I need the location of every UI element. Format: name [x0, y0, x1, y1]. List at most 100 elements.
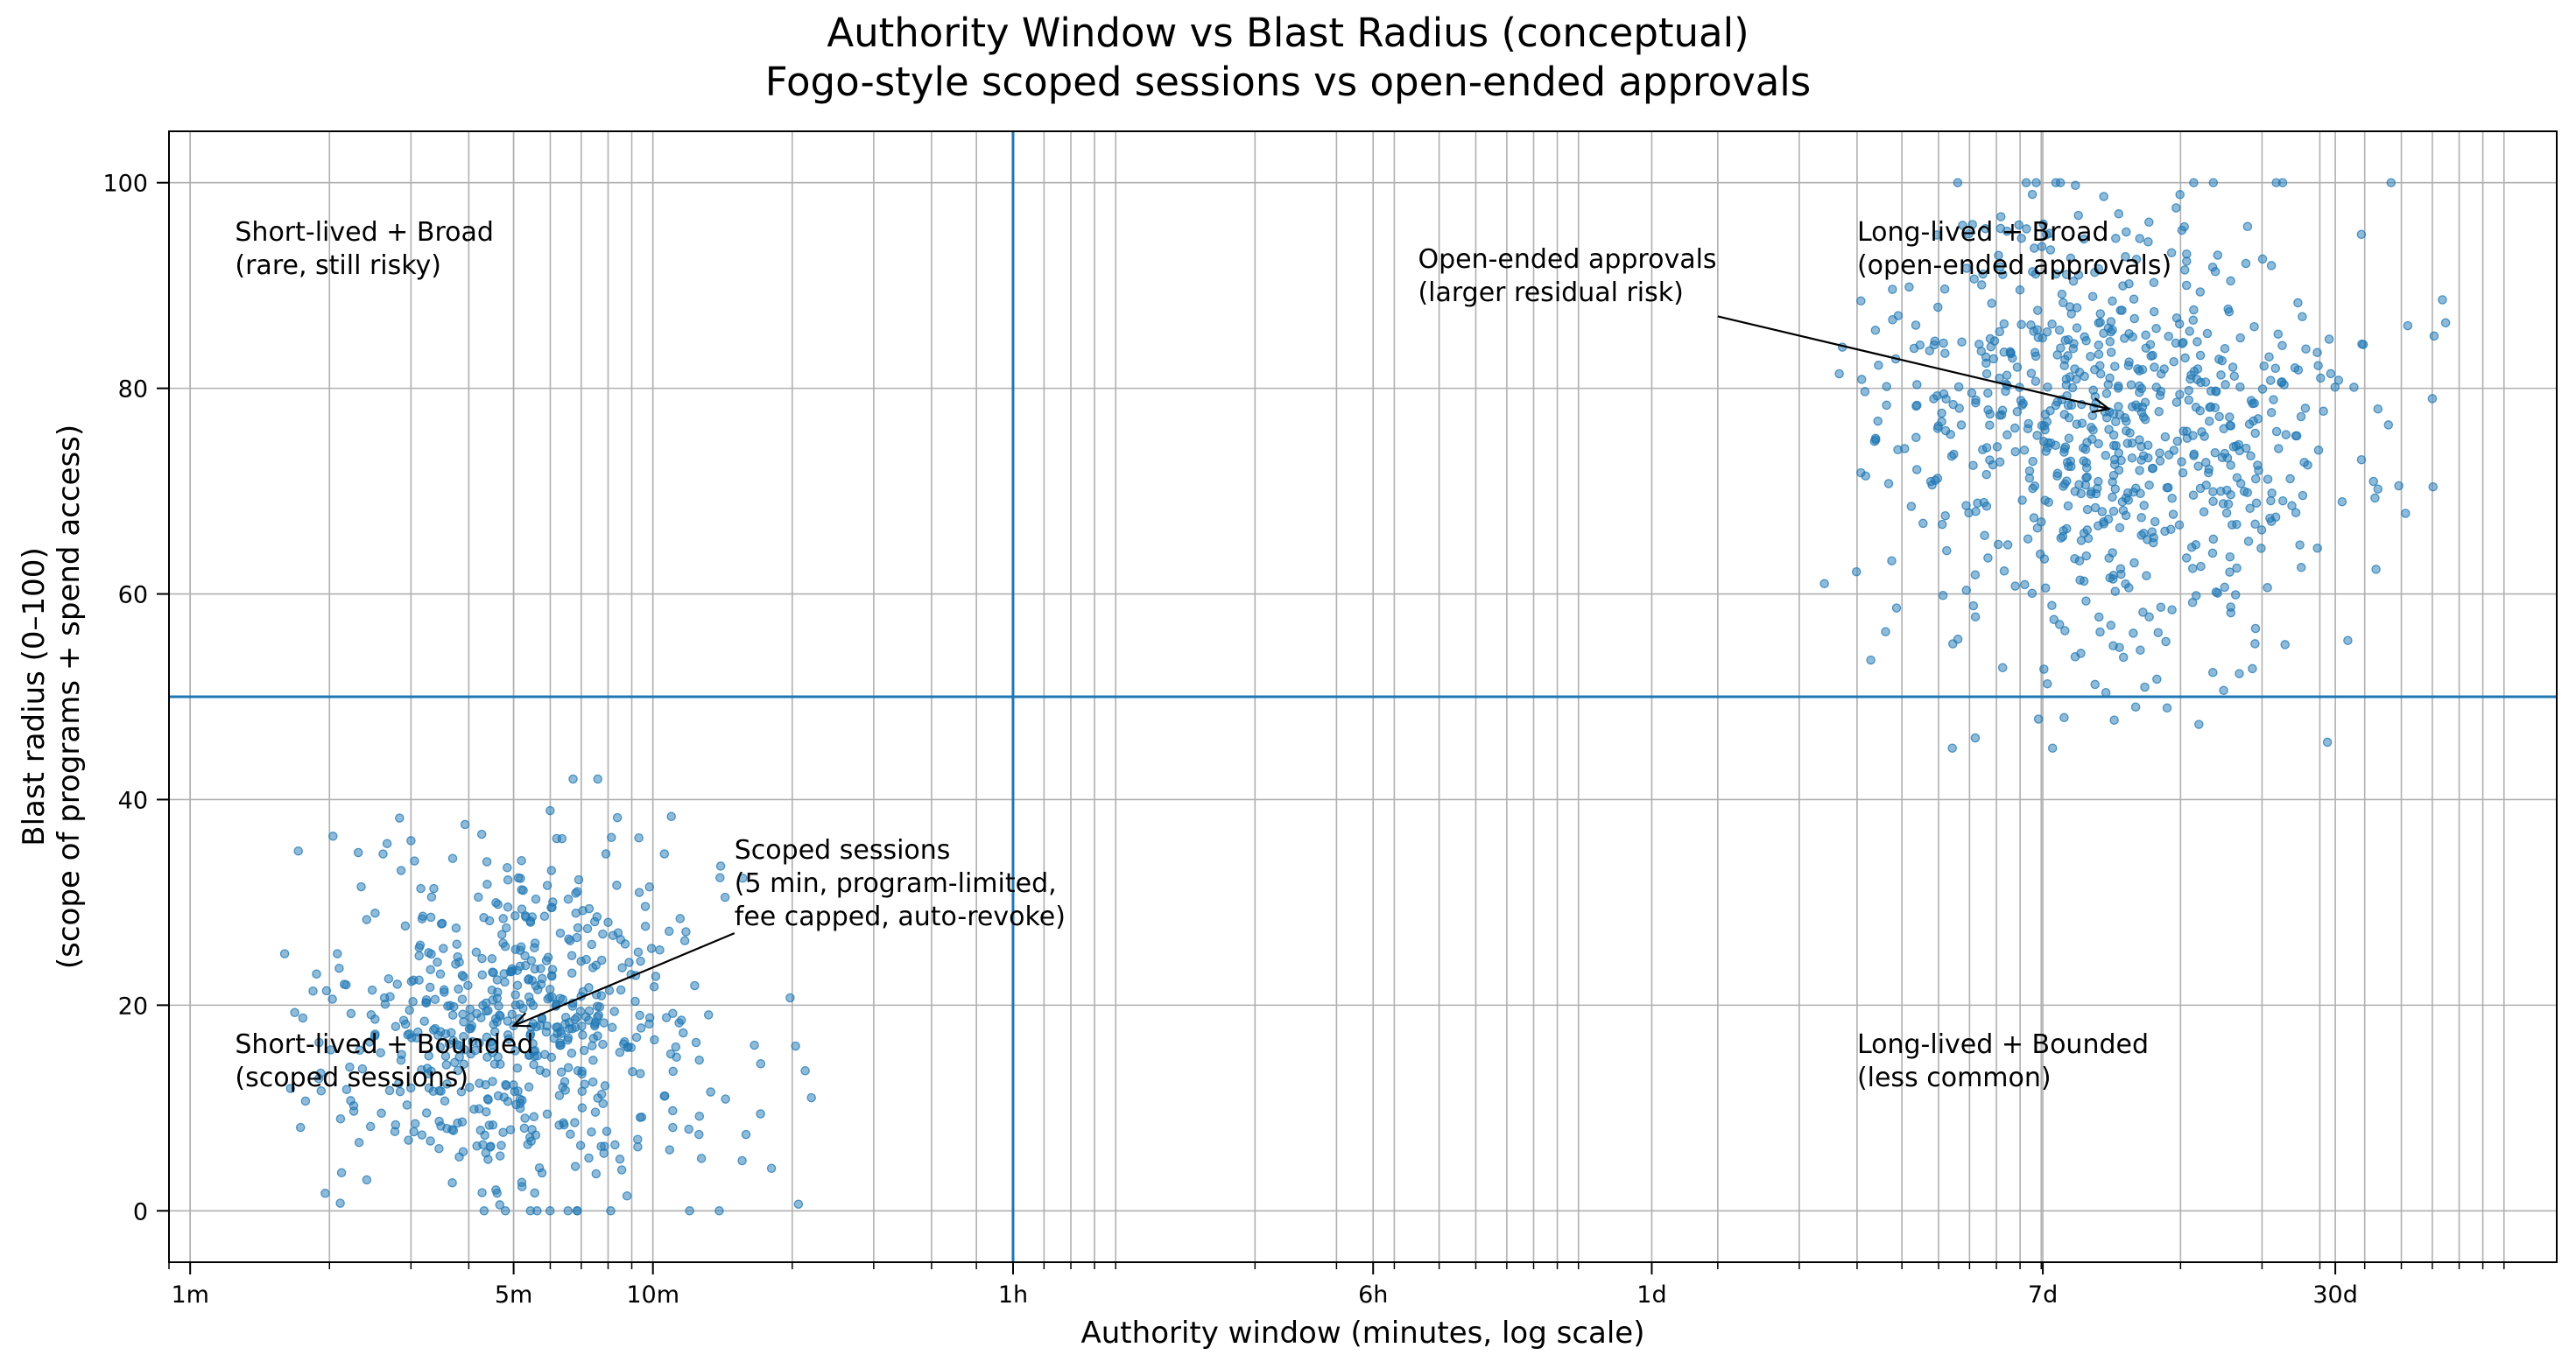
point-open-ended-approvals [2038, 333, 2048, 343]
point-open-ended-approvals [2195, 483, 2206, 494]
point-open-ended-approvals [2054, 325, 2065, 335]
point-open-ended-approvals [2129, 313, 2139, 324]
point-scoped-sessions [449, 1001, 459, 1012]
y-axis-label: Blast radius (0–100) (scope of programs +… [17, 425, 87, 969]
point-open-ended-approvals [1866, 655, 1876, 665]
point-open-ended-approvals [2249, 416, 2258, 426]
point-scoped-sessions [433, 958, 442, 967]
point-open-ended-approvals [2042, 417, 2052, 426]
point-scoped-sessions [555, 1026, 566, 1036]
point-open-ended-approvals [1985, 333, 1995, 344]
point-open-ended-approvals [2074, 480, 2084, 489]
point-scoped-sessions [482, 880, 492, 889]
point-scoped-sessions [484, 1120, 495, 1130]
point-scoped-sessions [440, 1051, 451, 1061]
point-scoped-sessions [476, 829, 487, 839]
point-scoped-sessions [674, 1018, 684, 1028]
point-open-ended-approvals [2127, 453, 2137, 463]
point-scoped-sessions [570, 1118, 580, 1127]
x-axis-label: Authority window (minutes, log scale) [1081, 1316, 1645, 1351]
point-open-ended-approvals [2062, 457, 2073, 467]
point-scoped-sessions [568, 774, 578, 784]
point-scoped-sessions [442, 1079, 452, 1089]
point-scoped-sessions [600, 1081, 610, 1091]
point-open-ended-approvals [2216, 370, 2226, 380]
annotation-text-line-2: (5 min, program-limited, [735, 868, 1057, 899]
point-scoped-sessions [602, 1127, 612, 1136]
point-scoped-sessions [503, 862, 512, 873]
point-open-ended-approvals [2113, 383, 2123, 393]
point-open-ended-approvals [1981, 358, 1991, 369]
point-open-ended-approvals [2246, 451, 2256, 461]
point-open-ended-approvals [2039, 554, 2050, 564]
point-scoped-sessions [517, 904, 527, 914]
point-open-ended-approvals [1997, 663, 2008, 673]
point-open-ended-approvals [2114, 465, 2124, 475]
point-scoped-sessions [526, 956, 537, 965]
point-open-ended-approvals [2174, 319, 2185, 329]
point-open-ended-approvals [2047, 743, 2058, 753]
point-open-ended-approvals [1967, 388, 1977, 398]
point-open-ended-approvals [2313, 361, 2323, 370]
point-open-ended-approvals [1938, 591, 1948, 600]
point-scoped-sessions [721, 1094, 730, 1104]
point-scoped-sessions [590, 1107, 601, 1117]
point-scoped-sessions [756, 1109, 765, 1119]
point-scoped-sessions [459, 1031, 468, 1042]
point-open-ended-approvals [2177, 457, 2186, 467]
point-scoped-sessions [353, 847, 363, 858]
point-scoped-sessions [460, 819, 470, 830]
point-open-ended-approvals [1981, 502, 1992, 511]
point-open-ended-approvals [2205, 416, 2214, 426]
point-open-ended-approvals [2164, 332, 2173, 341]
point-open-ended-approvals [2181, 280, 2192, 291]
point-open-ended-approvals [2281, 430, 2291, 439]
point-open-ended-approvals [1834, 369, 1844, 379]
annotation-text-line-2: (larger residual risk) [1418, 277, 1683, 308]
point-open-ended-approvals [2032, 431, 2042, 440]
point-open-ended-approvals [2115, 564, 2126, 573]
point-open-ended-approvals [2232, 519, 2242, 530]
point-scoped-sessions [577, 1021, 587, 1031]
point-scoped-sessions [631, 1032, 642, 1043]
point-open-ended-approvals [2064, 433, 2074, 443]
point-scoped-sessions [500, 977, 510, 987]
point-open-ended-approvals [2040, 583, 2051, 593]
point-open-ended-approvals [2169, 356, 2178, 367]
point-scoped-sessions [661, 1013, 672, 1022]
point-open-ended-approvals [2189, 449, 2199, 459]
point-open-ended-approvals [2118, 652, 2129, 663]
point-scoped-sessions [766, 1163, 777, 1174]
point-open-ended-approvals [2156, 602, 2166, 612]
point-open-ended-approvals [2115, 305, 2125, 315]
point-scoped-sessions [655, 945, 665, 955]
point-open-ended-approvals [1911, 320, 1921, 330]
quadrant-label-line-1: Short-lived + Bounded [235, 1029, 533, 1060]
point-scoped-sessions [404, 1135, 413, 1145]
point-open-ended-approvals [2250, 623, 2261, 634]
point-open-ended-approvals [2047, 319, 2057, 329]
point-open-ended-approvals [2101, 451, 2111, 460]
point-scoped-sessions [293, 846, 303, 856]
point-open-ended-approvals [2250, 474, 2261, 484]
annotations: Scoped sessions(5 min, program-limited,f… [511, 244, 2112, 1028]
point-scoped-sessions [470, 1045, 481, 1056]
point-scoped-sessions [365, 1121, 376, 1132]
point-scoped-sessions [364, 1037, 375, 1047]
point-scoped-sessions [384, 973, 394, 984]
point-open-ended-approvals [2057, 289, 2067, 299]
quadrant-label-line-2: (less common) [1857, 1063, 2052, 1093]
point-open-ended-approvals [2070, 364, 2080, 374]
point-open-ended-approvals [2063, 501, 2073, 511]
point-open-ended-approvals [2179, 265, 2190, 275]
point-scoped-sessions [756, 1059, 766, 1069]
point-open-ended-approvals [2175, 190, 2185, 200]
point-open-ended-approvals [2027, 189, 2038, 200]
point-scoped-sessions [409, 1127, 419, 1137]
point-open-ended-approvals [2051, 269, 2061, 279]
point-open-ended-approvals [2149, 306, 2159, 317]
point-scoped-sessions [448, 1126, 459, 1135]
point-scoped-sessions [644, 882, 655, 892]
point-open-ended-approvals [1985, 420, 1995, 430]
point-scoped-sessions [557, 833, 567, 844]
